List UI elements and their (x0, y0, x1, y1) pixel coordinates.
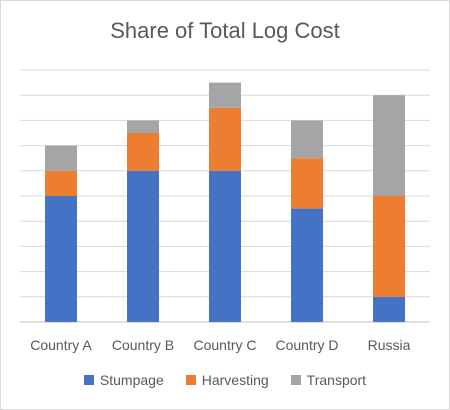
bar-segment-stumpage-country-a (45, 196, 77, 322)
x-tick-label: Country D (275, 337, 338, 353)
chart-title: Share of Total Log Cost (110, 18, 340, 43)
category-labels: Country A Country B Country C Country D Russ… (30, 337, 410, 353)
legend-item: Transport (290, 372, 367, 388)
bar-segment-transport-country-d (291, 120, 323, 159)
legend-swatch (83, 375, 94, 385)
bar-segment-stumpage-country-b (127, 170, 159, 322)
x-tick-label: Country B (112, 337, 174, 353)
x-tick-label: Russia (368, 337, 411, 353)
x-tick-label: Country C (193, 337, 256, 353)
bar-segment-stumpage-russia (373, 296, 405, 322)
bar-segment-harvesting-country-d (291, 158, 323, 209)
legend-swatch (290, 375, 301, 385)
bar-segment-transport-country-b (127, 120, 159, 133)
bar-segment-harvesting-country-c (209, 107, 241, 171)
legend-item: Harvesting (185, 372, 269, 388)
legend: Stumpage Harvesting Transport (0, 372, 450, 388)
bars (45, 82, 405, 322)
bar-segment-transport-country-c (209, 82, 241, 108)
legend-label: Harvesting (201, 372, 269, 388)
x-tick-label: Country A (30, 337, 92, 353)
bar-segment-harvesting-country-b (127, 133, 159, 171)
bar-segment-stumpage-country-d (291, 208, 323, 322)
bar-segment-stumpage-country-c (209, 170, 241, 322)
legend-item: Stumpage (83, 372, 164, 388)
bar-segment-harvesting-russia (373, 196, 405, 297)
legend-label: Stumpage (99, 372, 164, 388)
bar-segment-transport-country-a (45, 145, 77, 171)
bar-segment-harvesting-country-a (45, 170, 77, 196)
legend-label: Transport (306, 372, 367, 388)
bar-segment-transport-russia (373, 95, 405, 196)
legend-swatch (185, 375, 196, 385)
